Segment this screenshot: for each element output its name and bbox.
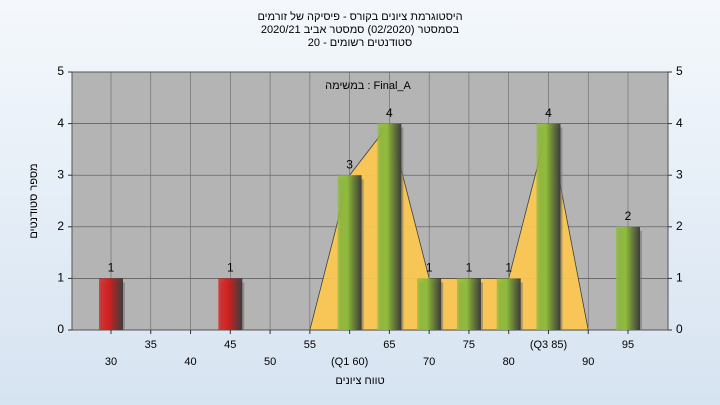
x-tick-label: 70 <box>423 356 435 368</box>
x-tick-label: 65 <box>383 339 395 351</box>
bar <box>496 278 521 330</box>
data-label: 1 <box>466 261 473 275</box>
data-label: 1 <box>505 261 512 275</box>
y2-tick-label: 3 <box>676 167 683 181</box>
x-tick-label: 35 <box>145 339 157 351</box>
data-label: 4 <box>386 106 393 120</box>
bar <box>218 278 243 330</box>
x-tick-label: 30 <box>105 356 117 368</box>
x-tick-label: 50 <box>264 356 276 368</box>
y-axis-label: מספר סטודנטים <box>28 163 40 238</box>
data-label: 1 <box>227 261 234 275</box>
data-label: 2 <box>625 209 632 223</box>
annotation: במשימה : Final_A <box>325 80 411 92</box>
chart-title: היסטוגרמת ציונים בקורס - פיסיקה של זורמי… <box>257 10 462 23</box>
bar <box>417 278 442 330</box>
x-tick-label: 75 <box>463 339 475 351</box>
chart-subtitle: סטודנטים רשומים - 20 <box>308 37 412 49</box>
y-tick-label: 4 <box>57 116 64 130</box>
data-label: 1 <box>108 261 115 275</box>
y2-tick-label: 2 <box>676 219 683 233</box>
y-tick-label: 0 <box>57 322 64 336</box>
chart-subtitle: בסמסטר (02/2020) סמסטר אביב 2020/21 <box>261 24 460 36</box>
x-tick-label: 40 <box>184 356 196 368</box>
bar <box>377 123 402 330</box>
bar <box>456 278 481 330</box>
x-tick-label: 45 <box>224 339 236 351</box>
x-tick-label: 95 <box>622 339 634 351</box>
data-label: 1 <box>426 261 433 275</box>
bar <box>99 278 123 330</box>
data-label: 4 <box>545 106 552 120</box>
data-label: 3 <box>346 157 353 171</box>
bar <box>536 123 561 330</box>
x-tick-label: 80 <box>503 356 515 368</box>
y-tick-label: 1 <box>57 271 64 285</box>
y2-tick-label: 0 <box>676 322 683 336</box>
y2-tick-label: 4 <box>676 116 683 130</box>
y-tick-label: 3 <box>57 167 64 181</box>
x-tick-label: 90 <box>582 356 594 368</box>
y2-tick-label: 5 <box>676 64 683 78</box>
bar <box>337 175 362 330</box>
x-tick-label: (Q3 85) <box>530 339 567 351</box>
y2-tick-label: 1 <box>676 271 683 285</box>
x-tick-label: 55 <box>304 339 316 351</box>
y-tick-label: 2 <box>57 219 64 233</box>
x-axis-label: טווח ציונים <box>335 375 384 387</box>
bar <box>616 226 641 330</box>
x-tick-label: (Q1 60) <box>331 356 368 368</box>
y-tick-label: 5 <box>57 64 64 78</box>
